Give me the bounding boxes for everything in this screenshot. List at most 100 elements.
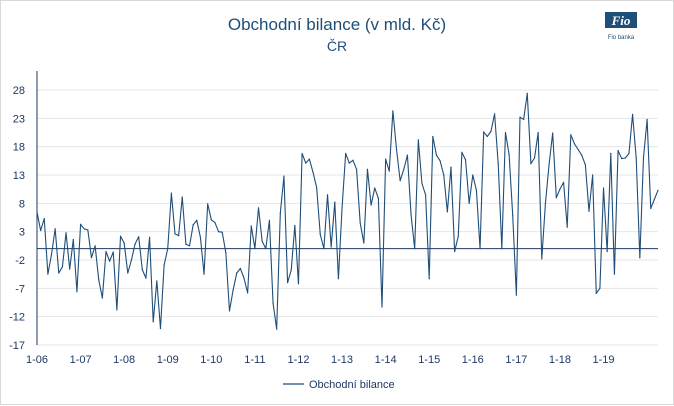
x-axis-ticks: 1-06 1-07 1-08 1-09 1-10 1-11 1-12 1-13 1-14 1-15…	[26, 354, 615, 366]
data-point	[366, 168, 369, 170]
data-point	[141, 269, 143, 271]
data-point	[577, 148, 579, 151]
data-point	[613, 273, 616, 275]
data-point	[119, 235, 122, 237]
data-point	[602, 187, 605, 189]
data-point	[435, 154, 438, 156]
data-point	[79, 223, 82, 225]
data-point	[584, 164, 586, 166]
y-tick-label: 13	[13, 170, 25, 182]
data-point	[196, 219, 198, 221]
data-point	[468, 202, 470, 204]
data-point	[334, 201, 336, 203]
x-tick-label: 1-08	[113, 354, 135, 366]
data-point	[421, 182, 423, 185]
data-point	[414, 248, 416, 250]
x-tick-label: 1-14	[375, 354, 397, 366]
data-point	[381, 306, 383, 308]
data-point	[116, 309, 118, 311]
data-point	[221, 231, 223, 233]
data-point	[58, 272, 60, 274]
x-tick-label: 1-07	[70, 354, 92, 366]
data-point	[199, 236, 202, 238]
data-point	[523, 118, 525, 121]
data-point	[508, 154, 510, 156]
data-point	[417, 139, 419, 141]
data-point	[635, 157, 637, 159]
x-tick-label: 1-12	[287, 354, 309, 366]
data-point	[653, 198, 655, 200]
y-tick-label: 8	[19, 198, 25, 210]
data-point	[374, 187, 376, 189]
data-point	[530, 163, 532, 165]
data-point	[83, 228, 85, 230]
data-point	[72, 239, 74, 241]
y-tick-label: -2	[15, 255, 25, 267]
data-point	[105, 250, 107, 253]
data-point	[65, 232, 67, 234]
data-point	[225, 252, 227, 254]
data-point	[526, 92, 528, 94]
data-point	[428, 278, 430, 280]
data-point	[588, 210, 590, 212]
y-tick-label: 18	[13, 142, 25, 154]
data-point	[276, 328, 278, 330]
data-point	[642, 157, 645, 159]
data-point	[130, 259, 133, 261]
y-tick-label: -17	[9, 340, 25, 352]
data-point	[167, 248, 169, 250]
data-point	[152, 321, 154, 323]
x-tick-label: 1-19	[593, 354, 615, 366]
data-point	[424, 194, 427, 196]
data-point	[486, 135, 488, 138]
data-point	[330, 246, 332, 248]
data-point	[475, 189, 478, 191]
data-point	[370, 204, 372, 206]
data-point	[123, 242, 125, 244]
data-point	[312, 171, 314, 173]
data-point	[210, 219, 212, 221]
data-point	[294, 224, 296, 227]
data-point	[192, 224, 194, 226]
data-point	[490, 130, 492, 132]
data-point	[657, 189, 659, 191]
data-point	[650, 207, 652, 210]
data-point	[217, 231, 220, 233]
data-point	[87, 229, 89, 231]
data-point	[639, 257, 641, 259]
data-points	[36, 92, 659, 330]
data-point	[472, 174, 474, 176]
data-point	[308, 158, 310, 160]
y-axis-ticks: 28 23 18 13 8 3 -2 -7 -12 -17	[9, 85, 25, 352]
data-point	[337, 278, 340, 280]
data-point	[36, 211, 38, 213]
data-point	[156, 280, 158, 282]
data-point	[286, 282, 289, 284]
data-point	[214, 222, 216, 224]
data-point	[250, 225, 252, 227]
data-point	[188, 245, 191, 247]
data-point	[493, 113, 496, 115]
data-point	[548, 164, 550, 166]
data-point	[101, 297, 103, 299]
data-point	[272, 302, 274, 304]
data-point	[537, 131, 539, 134]
y-tick-label: 28	[13, 85, 25, 97]
data-point	[388, 170, 390, 172]
data-point	[236, 272, 238, 274]
x-tick-label: 1-16	[462, 354, 484, 366]
data-point	[43, 218, 45, 220]
data-point	[479, 248, 481, 250]
data-point	[239, 267, 241, 270]
data-point	[504, 131, 507, 134]
data-point	[279, 212, 281, 214]
data-point	[555, 197, 557, 199]
data-point	[138, 236, 140, 238]
x-tick-label: 1-15	[418, 354, 440, 366]
series-line	[36, 92, 659, 330]
data-point	[450, 166, 452, 168]
data-point	[432, 135, 434, 138]
logo-mark: Fio	[611, 13, 631, 28]
